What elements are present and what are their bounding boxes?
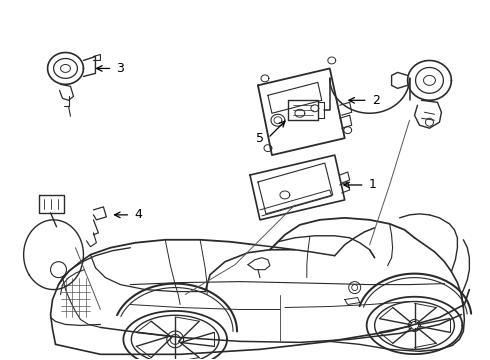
Text: 1: 1 [368, 179, 377, 192]
Text: 3: 3 [117, 62, 124, 75]
Text: 5: 5 [256, 132, 264, 145]
Text: 2: 2 [372, 94, 380, 107]
Text: 4: 4 [134, 208, 142, 221]
